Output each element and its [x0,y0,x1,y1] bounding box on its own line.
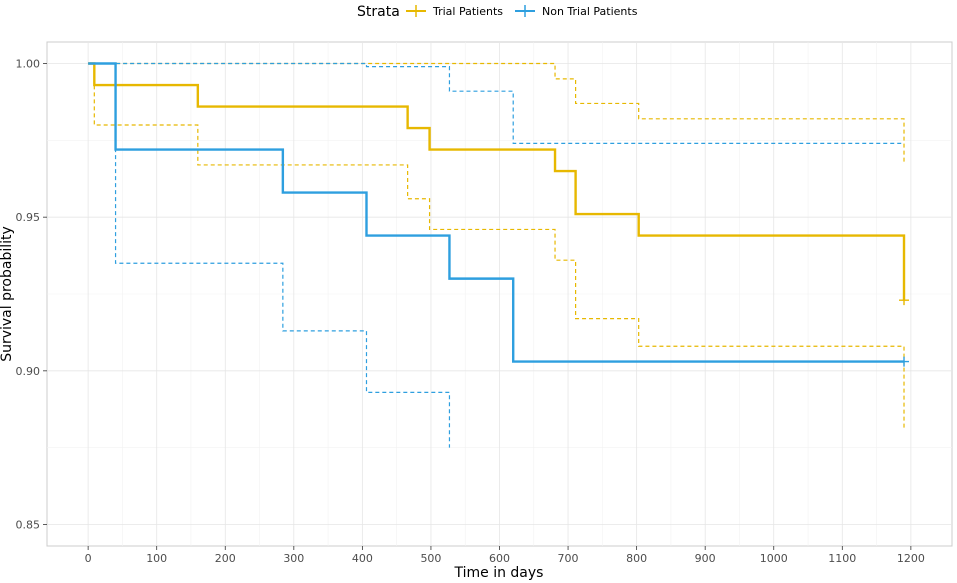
grid-minor [47,42,952,546]
survival-line-trial [88,62,906,301]
legend: Strata Trial Patients Non Trial Patients [357,4,638,20]
grid-major [47,42,952,546]
y-tick-label: 0.95 [16,211,41,224]
x-tick-label: 100 [146,552,167,565]
legend-title: Strata [357,4,400,20]
x-axis-title: Time in days [454,565,544,581]
y-tick-label: 0.90 [16,365,41,378]
x-tick-label: 300 [283,552,304,565]
legend-item-non-trial: Non Trial Patients [515,5,638,18]
x-axis: 0 100 200 300 400 500 600 700 800 900 1000 1100 1200 [85,546,925,565]
censor-mark-trial [899,295,910,306]
legend-label-non-trial: Non Trial Patients [542,5,638,18]
legend-label-trial: Trial Patients [432,5,503,18]
x-tick-label: 600 [489,552,510,565]
censor-mark-non-trial [899,356,910,367]
ci-upper-trial [88,62,905,162]
x-tick-label: 800 [626,552,647,565]
legend-item-trial: Trial Patients [406,5,503,18]
y-tick-label: 0.85 [16,518,41,531]
x-tick-label: 700 [558,552,579,565]
survival-line-non-trial [88,62,905,363]
ci-lower-trial [88,62,905,430]
x-tick-label: 900 [695,552,716,565]
y-tick-label: 1.00 [16,58,41,71]
x-tick-label: 400 [352,552,373,565]
x-tick-label: 1200 [897,552,925,565]
x-tick-label: 200 [215,552,236,565]
x-tick-label: 500 [420,552,441,565]
y-axis: 0.85 0.90 0.95 1.00 [16,58,47,531]
x-tick-label: 0 [85,552,92,565]
x-tick-label: 1000 [760,552,788,565]
censor-marks [899,295,910,367]
x-tick-label: 1100 [828,552,856,565]
survival-curves [88,62,906,363]
y-axis-title: Survival probability [0,226,15,362]
